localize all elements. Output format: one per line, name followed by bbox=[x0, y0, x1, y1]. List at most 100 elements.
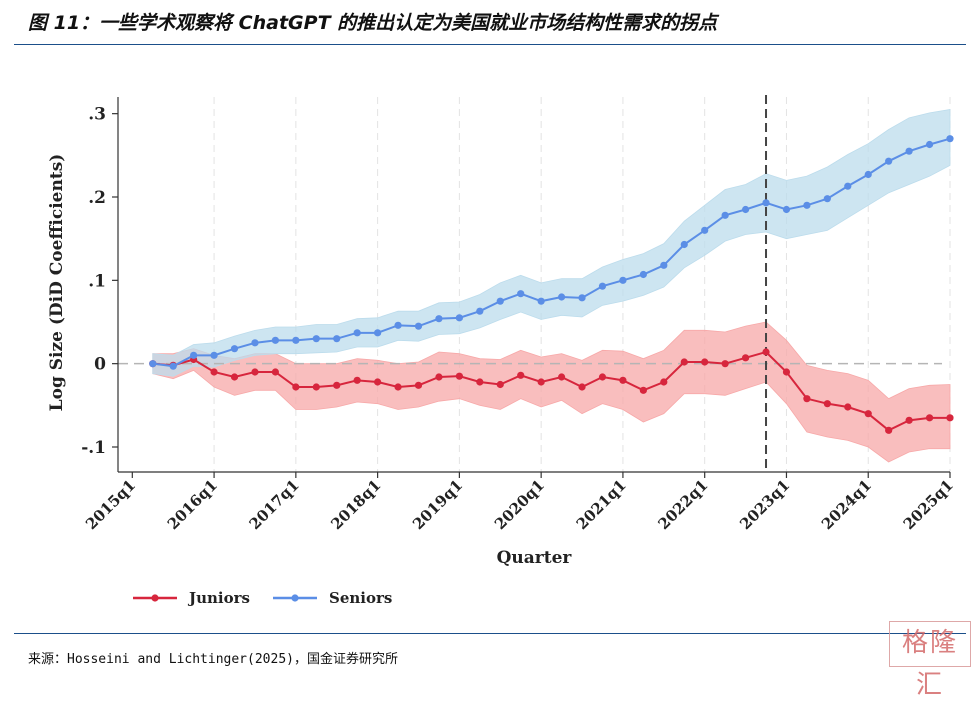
seniors-point bbox=[312, 335, 320, 343]
seniors-point bbox=[782, 205, 791, 214]
seniors-point bbox=[721, 211, 729, 219]
juniors-point bbox=[721, 360, 729, 368]
seniors-point bbox=[925, 140, 934, 149]
juniors-point bbox=[251, 368, 259, 376]
seniors-point bbox=[353, 329, 361, 337]
reference-lines bbox=[118, 95, 942, 472]
juniors-point bbox=[537, 378, 545, 386]
seniors-point bbox=[394, 321, 402, 329]
did-line-chart: -.1 0 .1 .2 .3 2015q1 2016q1 2017q1 2018q1 2019q1… bbox=[47, 95, 957, 607]
juniors-point bbox=[660, 378, 668, 386]
juniors-point bbox=[803, 395, 811, 403]
footer-divider bbox=[14, 633, 966, 634]
juniors-point bbox=[885, 426, 893, 434]
juniors-point bbox=[435, 373, 443, 381]
seniors-point bbox=[333, 335, 341, 343]
title-divider bbox=[14, 44, 966, 45]
seniors-point bbox=[946, 135, 954, 143]
juniors-point bbox=[557, 373, 566, 381]
seniors-series-line bbox=[152, 137, 951, 368]
seniors-point bbox=[823, 195, 831, 203]
x-tick-label: 2015q1 bbox=[82, 476, 139, 533]
seniors-point bbox=[476, 307, 484, 315]
confidence-bands bbox=[152, 109, 951, 463]
seniors-point bbox=[803, 201, 811, 209]
juniors-point bbox=[271, 368, 280, 376]
seniors-point bbox=[844, 182, 852, 190]
seniors-point bbox=[496, 297, 504, 305]
seniors-point bbox=[885, 157, 893, 165]
legend: Juniors Seniors bbox=[133, 589, 392, 607]
x-tick-label: 2016q1 bbox=[164, 476, 221, 533]
seniors-point bbox=[251, 339, 259, 347]
juniors-point bbox=[394, 383, 402, 391]
figure-title: 图 11：一些学术观察将 ChatGPT 的推出认定为美国就业市场结构性需求的拐… bbox=[28, 12, 718, 34]
juniors-point bbox=[578, 383, 586, 391]
juniors-point bbox=[517, 371, 525, 379]
seniors-legend-marker bbox=[291, 594, 299, 602]
juniors-point bbox=[312, 383, 320, 391]
seniors-legend-label: Seniors bbox=[329, 589, 392, 607]
seniors-point bbox=[149, 360, 157, 368]
seniors-point bbox=[374, 329, 382, 337]
seniors-point bbox=[578, 294, 586, 302]
x-tick-label: 2021q1 bbox=[573, 476, 630, 533]
watermark-stamp: 格隆汇 bbox=[889, 621, 971, 700]
y-tick-label: .1 bbox=[88, 271, 106, 291]
juniors-point bbox=[496, 380, 504, 389]
y-tick-label: -.1 bbox=[81, 438, 106, 458]
seniors-point bbox=[292, 336, 300, 344]
seniors-point bbox=[598, 282, 607, 290]
x-axis-title: Quarter bbox=[497, 548, 573, 568]
juniors-point bbox=[782, 368, 791, 376]
x-tick-label: 2025q1 bbox=[900, 476, 957, 533]
x-tick-label: 2018q1 bbox=[327, 476, 384, 533]
juniors-legend-label: Juniors bbox=[187, 589, 250, 607]
y-axis-title: Log Size (DiD Coefficients) bbox=[47, 154, 67, 412]
seniors-point bbox=[660, 261, 668, 269]
juniors-point bbox=[374, 378, 382, 386]
juniors-point bbox=[701, 358, 709, 366]
seniors-point bbox=[435, 315, 443, 323]
x-tick-label: 2019q1 bbox=[409, 476, 466, 533]
seniors-point bbox=[741, 205, 750, 214]
seniors-point bbox=[557, 293, 566, 301]
y-tick-label: .2 bbox=[88, 188, 106, 208]
axes: -.1 0 .1 .2 .3 2015q1 2016q1 2017q1 2018q1 2019q1… bbox=[47, 97, 957, 568]
seniors-point bbox=[639, 270, 647, 279]
series-lines bbox=[149, 135, 954, 434]
seniors-point bbox=[905, 147, 913, 155]
seniors-point bbox=[680, 240, 688, 249]
seniors-point bbox=[271, 336, 280, 344]
source-note: 来源：Hosseini and Lichtinger(2025)，国金证券研究所 bbox=[28, 652, 398, 667]
x-tick-label: 2020q1 bbox=[491, 476, 548, 533]
x-tick-label: 2023q1 bbox=[736, 476, 793, 533]
juniors-point bbox=[925, 414, 934, 422]
juniors-point bbox=[476, 378, 484, 386]
juniors-legend-marker bbox=[151, 594, 159, 602]
juniors-point bbox=[455, 372, 463, 380]
juniors-point bbox=[210, 368, 218, 376]
x-tick-label: 2024q1 bbox=[818, 476, 875, 533]
x-tick-label: 2017q1 bbox=[246, 476, 303, 533]
seniors-point bbox=[190, 351, 198, 359]
juniors-point bbox=[864, 410, 872, 418]
juniors-point bbox=[230, 373, 239, 381]
juniors-point bbox=[844, 403, 852, 411]
juniors-point bbox=[823, 400, 831, 408]
juniors-point bbox=[619, 376, 627, 384]
seniors-point bbox=[619, 276, 627, 284]
juniors-point bbox=[946, 414, 954, 422]
y-tick-label: .3 bbox=[88, 105, 106, 125]
juniors-point bbox=[905, 416, 913, 424]
seniors-point bbox=[537, 297, 545, 305]
seniors-confidence-band bbox=[152, 109, 951, 377]
seniors-point bbox=[414, 322, 423, 330]
juniors-point bbox=[741, 354, 750, 362]
juniors-point bbox=[598, 373, 607, 381]
juniors-point bbox=[414, 381, 423, 389]
seniors-point bbox=[169, 362, 177, 370]
juniors-point bbox=[639, 386, 647, 394]
seniors-point bbox=[455, 314, 463, 322]
seniors-point bbox=[517, 290, 525, 298]
